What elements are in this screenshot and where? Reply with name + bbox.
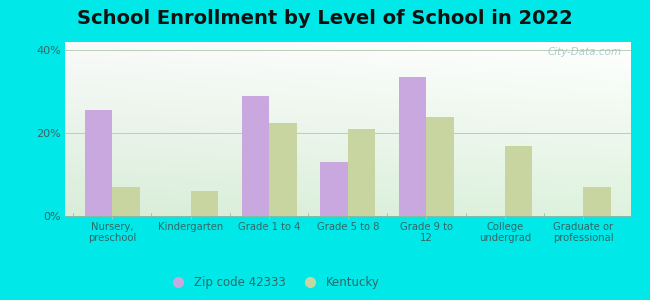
Bar — [112, 187, 140, 216]
Bar — [348, 129, 375, 216]
Legend: Zip code 42333, Kentucky: Zip code 42333, Kentucky — [161, 272, 385, 294]
Bar — [426, 117, 454, 216]
Bar — [399, 77, 426, 216]
Text: School Enrollment by Level of School in 2022: School Enrollment by Level of School in … — [77, 9, 573, 28]
Bar — [505, 146, 532, 216]
Bar — [242, 96, 269, 216]
Bar — [269, 123, 296, 216]
Bar — [320, 162, 348, 216]
Bar — [84, 110, 112, 216]
Bar — [584, 187, 611, 216]
Text: City-Data.com: City-Data.com — [548, 47, 622, 57]
Bar — [190, 191, 218, 216]
